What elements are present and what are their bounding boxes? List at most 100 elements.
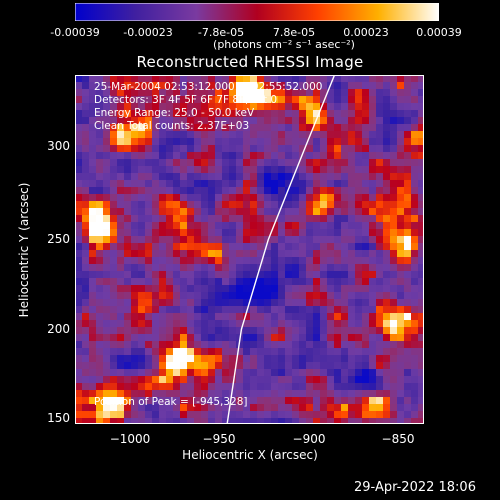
y-axis-label: Heliocentric Y (arcsec) xyxy=(17,182,31,318)
heatmap-cell xyxy=(348,292,356,300)
heatmap-cell xyxy=(334,201,342,209)
heatmap-cell xyxy=(208,145,216,153)
heatmap-cell xyxy=(320,271,328,279)
heatmap-cell xyxy=(411,201,419,209)
heatmap-cell xyxy=(250,152,258,160)
heatmap-cell xyxy=(75,306,83,314)
heatmap-cell xyxy=(229,341,237,349)
heatmap-cell xyxy=(117,138,125,146)
heatmap-cell xyxy=(320,369,328,377)
heatmap-cell xyxy=(236,194,244,202)
heatmap-cell xyxy=(320,313,328,321)
heatmap-cell xyxy=(355,131,363,139)
heatmap-cell xyxy=(355,110,363,118)
heatmap-cell xyxy=(145,327,153,335)
heatmap-cell xyxy=(194,89,202,97)
heatmap-cell xyxy=(180,96,188,104)
heatmap-cell xyxy=(208,187,216,195)
heatmap-cell xyxy=(236,173,244,181)
heatmap-cell xyxy=(152,215,160,223)
heatmap-cell xyxy=(187,376,195,384)
heatmap-cell xyxy=(131,348,139,356)
heatmap-cell xyxy=(138,131,146,139)
heatmap-cell xyxy=(278,257,286,265)
heatmap-cell xyxy=(355,327,363,335)
heatmap-cell xyxy=(138,362,146,370)
heatmap-cell xyxy=(348,327,356,335)
heatmap-cell xyxy=(250,75,258,83)
heatmap-cell xyxy=(103,299,111,307)
heatmap-cell xyxy=(341,411,349,419)
heatmap-cell xyxy=(362,229,370,237)
heatmap-cell xyxy=(166,96,174,104)
heatmap-cell xyxy=(341,89,349,97)
heatmap-cell xyxy=(299,159,307,167)
heatmap-cell xyxy=(215,362,223,370)
heatmap-cell xyxy=(89,397,97,405)
heatmap-cell xyxy=(166,411,174,419)
heatmap-cell xyxy=(138,341,146,349)
heatmap-cell xyxy=(320,250,328,258)
heatmap-cell xyxy=(75,124,83,132)
heatmap-cell xyxy=(418,369,424,377)
heatmap-cell xyxy=(362,299,370,307)
heatmap-cell xyxy=(278,166,286,174)
heatmap-cell xyxy=(243,138,251,146)
heatmap-cell xyxy=(145,131,153,139)
heatmap-cell xyxy=(96,180,104,188)
heatmap-cell xyxy=(355,208,363,216)
heatmap-cell xyxy=(355,243,363,251)
heatmap-cell xyxy=(117,187,125,195)
heatmap-cell xyxy=(131,250,139,258)
heatmap-cell xyxy=(222,124,230,132)
heatmap-cell xyxy=(418,418,424,424)
heatmap-cell xyxy=(201,152,209,160)
heatmap-cell xyxy=(166,166,174,174)
heatmap-cell xyxy=(166,348,174,356)
heatmap-cell xyxy=(138,376,146,384)
heatmap-cell xyxy=(166,362,174,370)
heatmap-cell xyxy=(411,306,419,314)
heatmap-cell xyxy=(306,75,314,83)
y-tick-label: 150 xyxy=(47,411,70,425)
heatmap-cell xyxy=(194,390,202,398)
heatmap-cell xyxy=(96,96,104,104)
heatmap-cell xyxy=(222,180,230,188)
heatmap-cell xyxy=(236,376,244,384)
heatmap-cell xyxy=(173,173,181,181)
heatmap-cell xyxy=(243,383,251,391)
heatmap-cell xyxy=(285,187,293,195)
heatmap-cell xyxy=(404,145,412,153)
heatmap-cell xyxy=(96,145,104,153)
heatmap-cell xyxy=(208,292,216,300)
heatmap-cell xyxy=(362,250,370,258)
heatmap-cell xyxy=(131,299,139,307)
heatmap-cell xyxy=(362,313,370,321)
heatmap-cell xyxy=(383,292,391,300)
heatmap-cell xyxy=(82,82,90,90)
heatmap-cell xyxy=(222,236,230,244)
heatmap-cell xyxy=(383,327,391,335)
heatmap-cell xyxy=(362,166,370,174)
heatmap-cell xyxy=(327,152,335,160)
heatmap-cell xyxy=(257,131,265,139)
heatmap-cell xyxy=(292,138,300,146)
heatmap-cell xyxy=(208,138,216,146)
heatmap-cell xyxy=(110,236,118,244)
heatmap-cell xyxy=(411,222,419,230)
heatmap-cell xyxy=(138,194,146,202)
heatmap-cell xyxy=(369,243,377,251)
heatmap-cell xyxy=(243,124,251,132)
heatmap-cell xyxy=(194,243,202,251)
heatmap-cell xyxy=(285,152,293,160)
heatmap-cell xyxy=(243,103,251,111)
heatmap-cell xyxy=(299,138,307,146)
heatmap-cell xyxy=(103,131,111,139)
heatmap-cell xyxy=(404,110,412,118)
heatmap-cell xyxy=(383,96,391,104)
heatmap-cell xyxy=(264,208,272,216)
heatmap-cell xyxy=(103,271,111,279)
heatmap-cell xyxy=(285,215,293,223)
heatmap-cell xyxy=(124,348,132,356)
heatmap-cell xyxy=(96,250,104,258)
